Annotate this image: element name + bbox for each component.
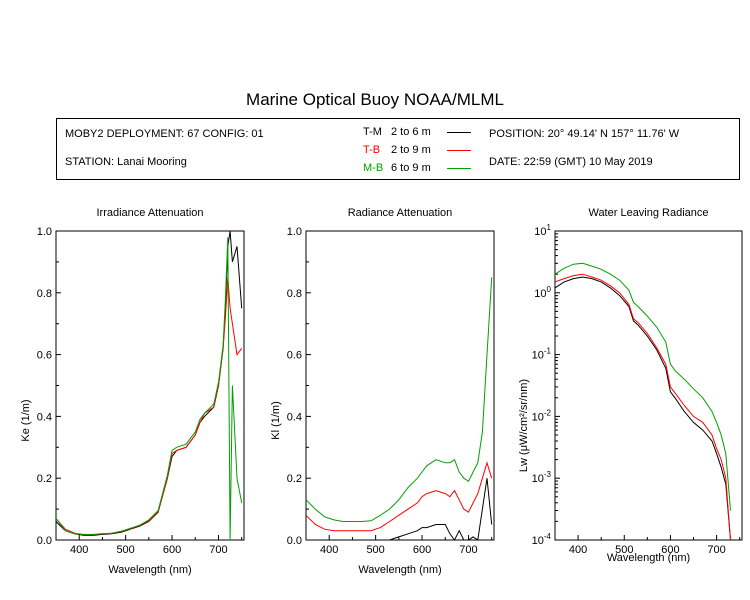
- x-axis-label: Wavelength (nm): [607, 552, 690, 564]
- x-tick-label: 400: [320, 544, 338, 556]
- series-line-m-b: [555, 262, 731, 511]
- y-tick-label: 0.6: [287, 350, 302, 362]
- x-tick-label: 500: [366, 544, 384, 556]
- info-box: MOBY2 DEPLOYMENT: 67 CONFIG: 01 STATION:…: [56, 118, 740, 180]
- legend-depths-tm: 2 to 6 m: [391, 126, 431, 138]
- y-tick-label: 0.8: [287, 288, 302, 300]
- legend-line-mb: [447, 168, 471, 169]
- series-line-t-b: [306, 461, 493, 532]
- x-tick-label: 400: [70, 544, 88, 556]
- legend-code-tm: T-M: [363, 126, 382, 138]
- chart-panel-1: Irradiance Attenuation 400 500 600 700 0.0 0.2…: [20, 207, 245, 576]
- series-group: [56, 231, 243, 540]
- y-axis-label: Kl (1/m): [270, 401, 282, 440]
- legend-code-mb: M-B: [363, 162, 384, 174]
- x-tick-label: 700: [209, 544, 227, 556]
- x-tick-label: 500: [615, 544, 633, 556]
- plot-frame: [554, 230, 743, 541]
- series-line-t-m: [555, 276, 731, 540]
- series-group: [306, 277, 493, 540]
- legend-line-tb: [447, 150, 471, 151]
- position-text: POSITION: 20° 49.14' N 157° 11.76' W: [489, 128, 680, 140]
- y-tick-label: 0.6: [37, 350, 52, 362]
- chart-panel-2: Radiance Attenuation 400 500 600 700 0.0 0.2 0.…: [270, 207, 495, 576]
- y-tick-label: 10-1: [532, 347, 552, 362]
- y-tick-label: 1.0: [287, 226, 302, 238]
- series-group: [555, 262, 731, 540]
- series-line-t-m: [56, 231, 243, 536]
- series-line-t-m: [306, 478, 493, 540]
- y-tick-label: 100: [534, 285, 551, 300]
- x-tick-label: 600: [163, 544, 181, 556]
- y-tick-label: 1.0: [37, 226, 52, 238]
- x-axis-label: Wavelength (nm): [108, 564, 191, 576]
- y-tick-label: 10-4: [532, 532, 552, 547]
- chart-title: Irradiance Attenuation: [96, 207, 203, 219]
- series-line-m-b: [56, 237, 243, 540]
- x-tick-label: 700: [707, 544, 725, 556]
- page-title: Marine Optical Buoy NOAA/MLML: [246, 90, 504, 109]
- chart-title: Water Leaving Radiance: [588, 207, 708, 219]
- x-tick-label: 700: [459, 544, 477, 556]
- plot-frame: [305, 230, 495, 541]
- x-tick-label: 500: [116, 544, 134, 556]
- y-tick-label: 101: [534, 223, 551, 238]
- y-tick-label: 10-3: [532, 470, 552, 485]
- y-tick-label: 0.2: [287, 473, 302, 485]
- y-axis-label: Lw (μW/cm²/sr/nm): [518, 379, 530, 472]
- series-line-m-b: [306, 277, 493, 522]
- x-tick-label: 600: [661, 544, 679, 556]
- legend-code-tb: T-B: [363, 144, 381, 156]
- y-tick-label: 10-2: [532, 408, 552, 423]
- y-tick-label: 0.2: [37, 473, 52, 485]
- chart-panel-3: Water Leaving Radiance 400 500 600 700 10-4 10…: [518, 207, 743, 564]
- station-text: STATION: Lanai Mooring: [65, 156, 187, 168]
- y-axis-label: Ke (1/m): [20, 399, 32, 441]
- deployment-text: MOBY2 DEPLOYMENT: 67 CONFIG: 01: [65, 128, 264, 140]
- x-tick-label: 600: [413, 544, 431, 556]
- series-line-t-b: [555, 273, 731, 540]
- y-tick-label: 0.4: [287, 411, 302, 423]
- x-axis-label: Wavelength (nm): [358, 564, 441, 576]
- legend-line-tm: [447, 132, 471, 133]
- y-tick-label: 0.8: [37, 288, 52, 300]
- y-tick-label: 0.0: [37, 535, 52, 547]
- chart-title: Radiance Attenuation: [348, 207, 453, 219]
- legend-depths-tb: 2 to 9 m: [391, 144, 431, 156]
- date-text: DATE: 22:59 (GMT) 10 May 2019: [489, 156, 653, 168]
- plot-frame: [55, 230, 245, 541]
- x-tick-label: 400: [569, 544, 587, 556]
- legend-depths-mb: 6 to 9 m: [391, 162, 431, 174]
- series-line-t-b: [56, 277, 243, 536]
- y-tick-label: 0.4: [37, 411, 52, 423]
- y-tick-label: 0.0: [287, 535, 302, 547]
